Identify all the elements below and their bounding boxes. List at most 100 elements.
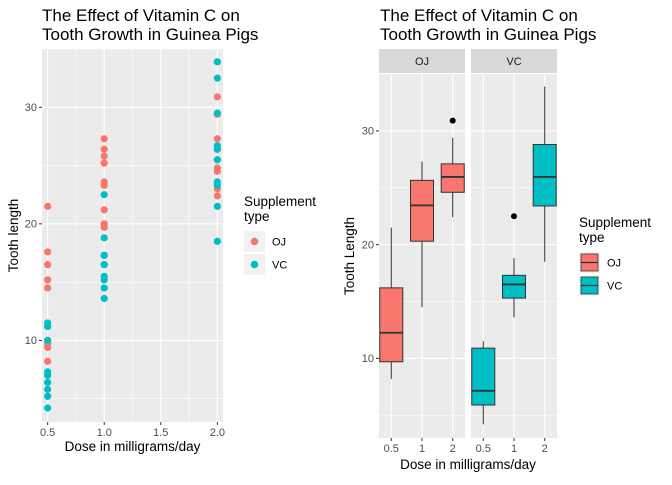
scatter-y-axis-label: Tooth length bbox=[6, 199, 21, 273]
scatter-y-tick-label-10: 10 bbox=[25, 335, 37, 347]
scatter-y-tick-label-30: 30 bbox=[25, 102, 37, 114]
scatter-point-oj bbox=[213, 93, 221, 101]
box-body-oj-1 bbox=[409, 179, 435, 242]
scatter-point-oj bbox=[100, 178, 108, 186]
scatter-point-oj bbox=[100, 135, 108, 143]
box-body-oj-2 bbox=[440, 163, 465, 193]
boxplot-y-axis: 10 20 30 bbox=[362, 126, 379, 365]
scatter-y-axis: 10 20 30 bbox=[25, 102, 42, 347]
scatter-point-vc bbox=[213, 181, 221, 189]
box-vc-2 bbox=[532, 86, 557, 262]
boxplot-y-tick-label-10: 10 bbox=[362, 353, 374, 365]
scatter-point-oj bbox=[44, 357, 52, 365]
scatter-point-vc bbox=[44, 378, 52, 386]
scatter-point-vc bbox=[100, 294, 108, 303]
boxplot-chart: The Effect of Vitamin C on Tooth Growth … bbox=[342, 6, 651, 472]
facet-strip-label-oj: OJ bbox=[415, 56, 429, 68]
scatter-x-tick-label-0-5: 0.5 bbox=[40, 427, 55, 439]
scatter-point-oj bbox=[213, 192, 221, 200]
box-vc-1 bbox=[501, 213, 527, 318]
boxplot-y-tick-label-30: 30 bbox=[362, 126, 374, 138]
box-oj-1 bbox=[409, 161, 435, 308]
scatter-points bbox=[44, 58, 221, 412]
boxplot-legend: Supplement type OJ VC bbox=[579, 215, 651, 296]
scatter-point-oj bbox=[44, 202, 52, 210]
scatter-point-oj bbox=[100, 220, 108, 228]
scatter-point-vc bbox=[100, 261, 108, 269]
facet-strip-oj bbox=[379, 49, 465, 73]
scatter-point-oj bbox=[213, 135, 221, 143]
scatter-chart: The Effect of Vitamin C on Tooth Growth … bbox=[6, 6, 316, 454]
scatter-y-tick-label-20: 20 bbox=[25, 219, 37, 231]
scatter-title-line-2: Tooth Growth in Guinea Pigs bbox=[42, 25, 258, 44]
scatter-point-vc bbox=[100, 191, 108, 199]
scatter-point-vc bbox=[44, 392, 52, 400]
scatter-point-vc bbox=[213, 142, 221, 150]
scatter-x-axis-label: Dose in milligrams/day bbox=[65, 439, 201, 454]
scatter-point-vc bbox=[100, 284, 108, 292]
scatter-point-oj bbox=[213, 164, 221, 172]
boxplot-title-line-2: Tooth Growth in Guinea Pigs bbox=[380, 25, 596, 44]
box-outlier-vc-1 bbox=[511, 213, 517, 220]
scatter-x-tick-label-1-0: 1.0 bbox=[97, 427, 112, 439]
boxplot-x-tick-label-oj-0-5: 0.5 bbox=[384, 443, 399, 455]
boxplot-boxes bbox=[379, 86, 557, 425]
scatter-point-vc bbox=[44, 336, 52, 345]
scatter-point-vc bbox=[44, 371, 52, 379]
scatter-x-tick-label-2-0: 2.0 bbox=[210, 427, 225, 439]
boxplot-x-tick-label-oj-1: 1 bbox=[419, 443, 425, 455]
scatter-point-vc bbox=[44, 385, 52, 393]
scatter-point-oj bbox=[44, 248, 52, 256]
scatter-legend-label-vc: VC bbox=[272, 260, 287, 272]
scatter-x-tick-label-1-5: 1.5 bbox=[153, 427, 168, 439]
boxplot-legend-label-vc: VC bbox=[607, 281, 622, 293]
box-vc-0-5 bbox=[471, 341, 496, 425]
boxplot-title-line-1: The Effect of Vitamin C on bbox=[380, 6, 578, 25]
scatter-point-vc bbox=[213, 109, 221, 117]
scatter-point-oj bbox=[100, 152, 108, 160]
boxplot-x-tick-label-vc-1: 1 bbox=[511, 443, 517, 455]
scatter-x-axis: 0.5 1.0 1.5 2.0 bbox=[40, 422, 225, 439]
scatter-legend-label-oj: OJ bbox=[272, 237, 286, 249]
scatter-point-vc bbox=[100, 272, 108, 280]
scatter-point-vc bbox=[213, 202, 221, 210]
scatter-legend-marker-oj bbox=[250, 237, 259, 246]
scatter-point-oj bbox=[44, 276, 52, 284]
boxplot-legend-label-oj: OJ bbox=[607, 258, 621, 270]
box-body-vc-0-5 bbox=[471, 347, 496, 406]
boxplot-x-tick-label-oj-2: 2 bbox=[450, 443, 456, 455]
box-oj-2 bbox=[440, 117, 465, 218]
box-oj-0-5 bbox=[379, 227, 404, 379]
boxplot-legend-title-line-2: type bbox=[579, 230, 605, 245]
scatter-point-vc bbox=[100, 251, 108, 259]
scatter-legend-marker-vc bbox=[250, 260, 259, 269]
scatter-legend: Supplement type OJ VC bbox=[244, 194, 316, 275]
boxplot-x-tick-label-vc-0-5: 0.5 bbox=[476, 443, 491, 455]
boxplot-y-axis-label: Tooth Length bbox=[342, 217, 357, 295]
boxplot-legend-title-line-1: Supplement bbox=[579, 215, 651, 230]
box-outlier-oj-2 bbox=[449, 117, 456, 124]
boxplot-x-axis-label: Dose in milligrams/day bbox=[400, 457, 536, 472]
boxplot-x-tick-label-vc-2: 2 bbox=[542, 443, 548, 455]
facet-strip-vc bbox=[471, 49, 557, 73]
scatter-point-oj bbox=[100, 145, 108, 153]
scatter-point-vc bbox=[213, 74, 221, 82]
scatter-title-line-1: The Effect of Vitamin C on bbox=[42, 6, 240, 25]
boxplot-y-tick-label-20: 20 bbox=[362, 239, 374, 251]
scatter-point-vc bbox=[44, 404, 52, 412]
scatter-legend-title-line-2: type bbox=[244, 209, 270, 224]
box-body-vc-1 bbox=[501, 274, 527, 299]
scatter-point-oj bbox=[44, 261, 52, 269]
scatter-point-oj bbox=[100, 159, 108, 167]
facet-strip-label-vc: VC bbox=[506, 56, 521, 68]
box-body-oj-0-5 bbox=[379, 287, 404, 363]
scatter-point-vc bbox=[44, 322, 52, 331]
box-body-vc-2 bbox=[532, 144, 557, 207]
scatter-point-oj bbox=[44, 284, 52, 292]
scatter-point-vc bbox=[213, 58, 221, 66]
scatter-point-vc bbox=[213, 237, 221, 245]
scatter-point-vc bbox=[213, 156, 221, 164]
scatter-legend-title-line-1: Supplement bbox=[244, 194, 316, 209]
